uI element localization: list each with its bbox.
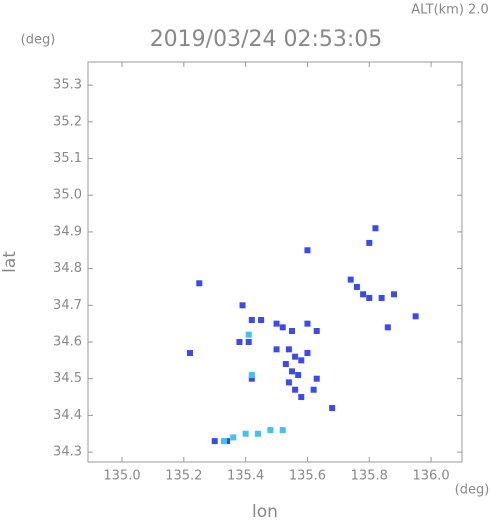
echo <box>378 294 385 301</box>
echo <box>221 438 227 445</box>
echo <box>313 375 320 382</box>
y-axis-label: lat <box>0 251 20 273</box>
y-tick-label: 35.3 <box>53 78 82 93</box>
echo <box>267 427 274 434</box>
echo <box>412 313 419 320</box>
y-tick-label: 34.9 <box>53 224 82 239</box>
echo <box>245 339 252 345</box>
echo <box>304 350 311 357</box>
plot-frame <box>87 61 463 463</box>
echo <box>285 379 292 386</box>
x-tick-label: 135.6 <box>289 469 326 484</box>
echo <box>292 353 299 360</box>
echo <box>329 405 336 412</box>
echo <box>245 331 252 338</box>
x-axis-label: lon <box>252 502 278 521</box>
echo <box>289 368 295 375</box>
echo <box>295 372 302 379</box>
y-tick-label: 34.3 <box>53 445 82 460</box>
x-tick-label: 135.8 <box>351 469 388 484</box>
echo <box>391 291 397 298</box>
echo <box>211 438 218 445</box>
y-tick-label: 34.7 <box>53 298 82 313</box>
y-tick-label: 34.6 <box>53 335 82 350</box>
echo <box>196 280 203 287</box>
echo <box>279 324 286 331</box>
echo <box>242 430 249 437</box>
echo <box>372 225 379 232</box>
echo <box>248 375 255 382</box>
echo <box>236 339 243 345</box>
echo <box>384 324 391 331</box>
echo <box>285 346 292 353</box>
echo <box>347 276 354 283</box>
x-tick-label: 135.0 <box>103 469 140 484</box>
echo <box>248 316 255 323</box>
echo <box>292 386 299 393</box>
y-tick-label: 35.0 <box>53 188 82 203</box>
y-tick-label: 34.4 <box>53 408 82 423</box>
x-tick-label: 135.4 <box>227 469 264 484</box>
echo <box>360 291 367 298</box>
echo <box>279 427 286 434</box>
echo <box>273 320 280 327</box>
echo <box>273 346 280 353</box>
echo <box>304 320 311 327</box>
echo <box>366 294 373 301</box>
echo <box>230 434 237 441</box>
echo <box>366 239 373 246</box>
echo <box>289 327 295 334</box>
x-tick-label: 135.2 <box>165 469 202 484</box>
echo <box>304 247 311 254</box>
y-tick-label: 35.1 <box>53 151 82 166</box>
echo <box>353 283 360 290</box>
echo <box>313 327 320 334</box>
echo <box>239 302 246 309</box>
echo <box>187 350 193 357</box>
echo <box>310 386 317 393</box>
echo <box>224 438 231 445</box>
y-tick-label: 35.2 <box>53 114 82 129</box>
x-tick-label: 136.0 <box>412 469 449 484</box>
echo <box>298 357 305 364</box>
echo <box>255 430 261 437</box>
echo <box>248 372 255 379</box>
chart-title: 2019/03/24 02:53:05 <box>150 27 383 52</box>
altitude: ALT(km) 2.0 <box>411 3 488 18</box>
echo <box>258 316 265 323</box>
y-tick-label: 34.5 <box>53 371 82 386</box>
y-tick-label: 34.8 <box>53 261 82 276</box>
y-unit: (deg) <box>21 33 56 48</box>
echo <box>282 361 289 368</box>
echo <box>298 394 305 401</box>
x-unit: (deg) <box>455 483 490 498</box>
